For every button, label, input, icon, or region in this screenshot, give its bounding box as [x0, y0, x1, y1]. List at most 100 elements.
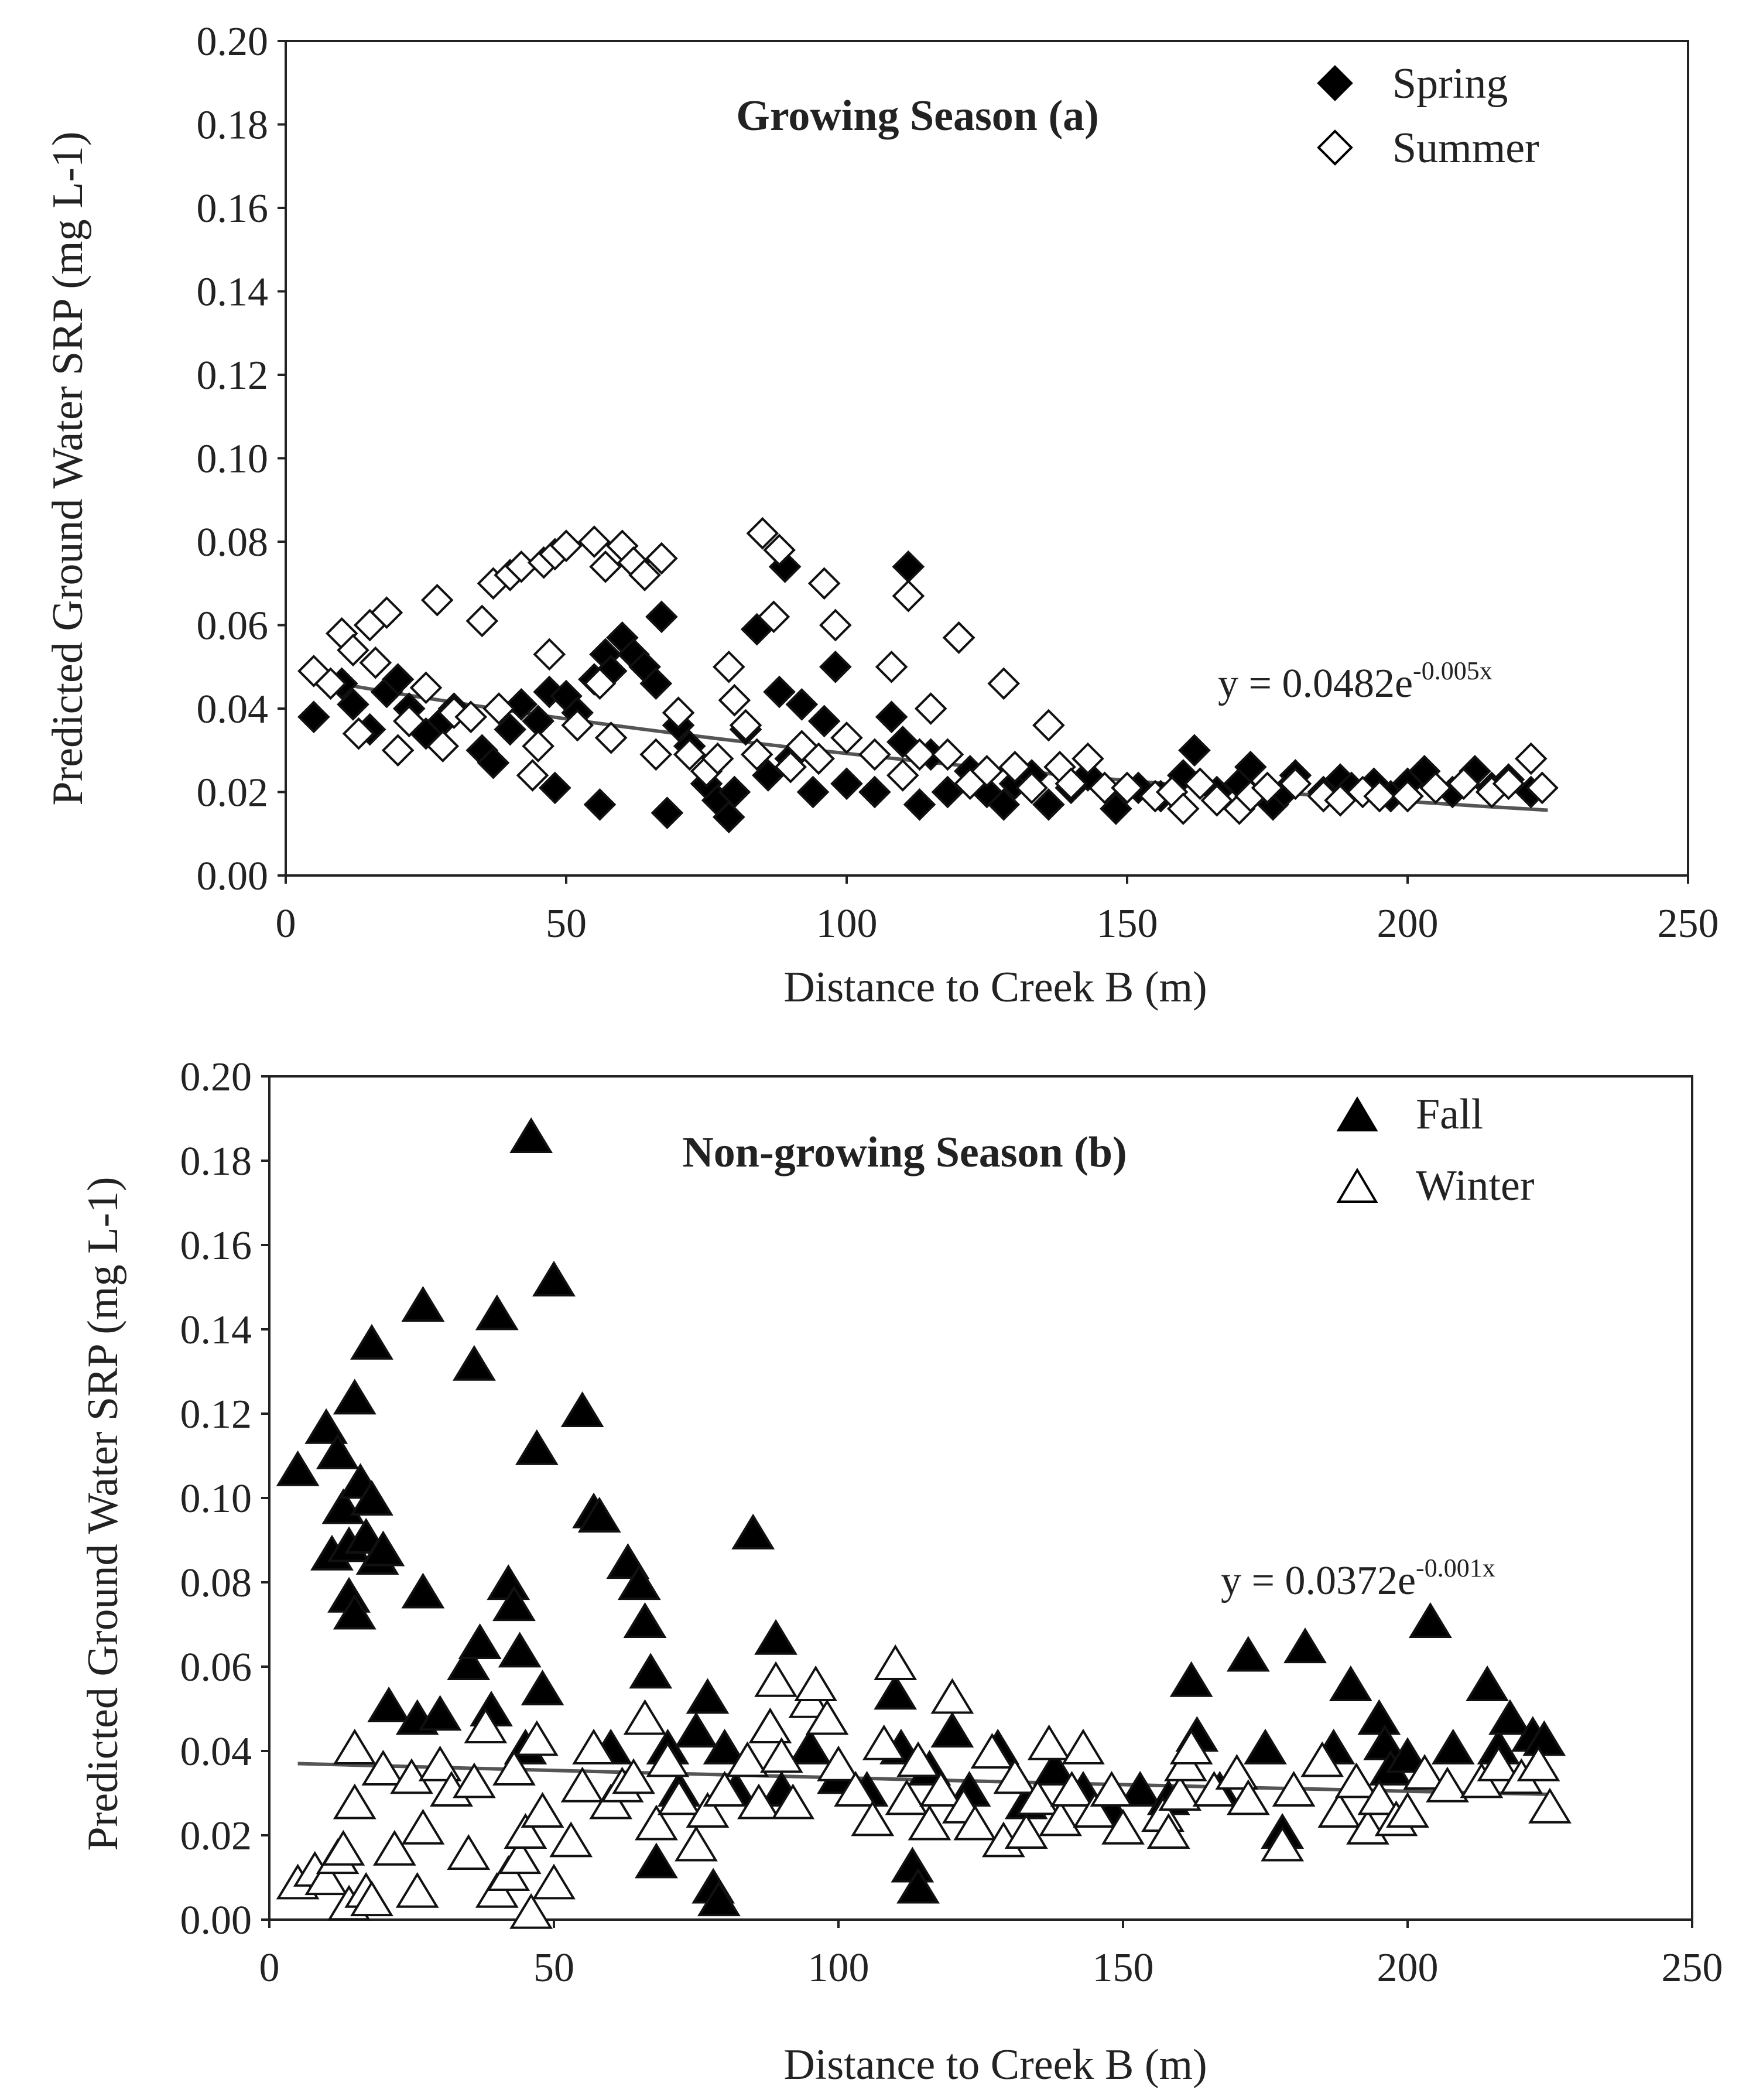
data-point-summer: [516, 759, 549, 792]
data-point-fall: [1118, 1770, 1162, 1807]
y-tick-label: 0.16: [197, 186, 269, 231]
data-point-fall: [458, 1623, 502, 1659]
data-point-summer: [807, 567, 841, 600]
data-point-winter: [401, 1808, 445, 1845]
data-point-summer: [903, 738, 936, 771]
data-point-winter: [885, 1779, 929, 1815]
data-point-fall: [635, 1842, 678, 1879]
data-point-summer: [819, 608, 852, 642]
data-point-summer: [774, 750, 807, 784]
data-point-summer: [426, 730, 460, 762]
data-point-spring: [651, 796, 684, 829]
data-point-winter: [919, 1770, 963, 1807]
data-point-summer: [987, 667, 1021, 700]
data-point-summer: [533, 638, 566, 671]
data-point-spring: [712, 801, 745, 834]
legend: Fall Winter: [1336, 1090, 1535, 1210]
y-tick-label: 0.20: [197, 19, 269, 64]
legend-marker-summer: [1317, 129, 1353, 166]
x-axis-ticks: 0 50 100 150 200 250: [259, 1920, 1723, 1990]
data-point-winter: [1357, 1779, 1401, 1815]
data-point-summer: [1492, 767, 1525, 801]
data-point-fall: [629, 1653, 673, 1689]
data-point-fall: [492, 1585, 536, 1622]
data-point-summer: [712, 650, 745, 683]
data-point-summer: [931, 738, 964, 771]
data-point-winter: [1516, 1745, 1560, 1781]
legend-label-summer: Summer: [1392, 124, 1539, 172]
data-point-winter: [361, 1749, 405, 1786]
data-point-spring: [785, 688, 819, 721]
data-point-fall: [577, 1496, 621, 1533]
y-tick-label: 0.04: [197, 687, 269, 732]
data-point-fall: [896, 1868, 940, 1904]
x-axis-label: Distance to Creek B (m): [783, 963, 1207, 1011]
data-point-winter: [1169, 1728, 1213, 1764]
data-point-winter: [532, 1863, 576, 1900]
data-point-fall: [1431, 1728, 1475, 1764]
data-point-spring: [763, 675, 796, 709]
data-point-fall: [401, 1285, 445, 1322]
data-point-fall: [703, 1728, 747, 1764]
y-tick-label: 0.02: [197, 771, 269, 816]
data-point-winter: [418, 1745, 462, 1781]
data-point-summer: [858, 738, 891, 771]
data-point-spring: [796, 775, 830, 809]
equation-base: y = 0.0372e: [1221, 1558, 1416, 1603]
data-point-fall: [447, 1644, 491, 1680]
data-points: [297, 517, 1559, 834]
data-point-fall: [1244, 1728, 1287, 1764]
x-tick-label: 250: [1658, 901, 1719, 946]
data-point-fall: [276, 1450, 320, 1486]
data-point-spring: [337, 688, 369, 721]
data-points: [276, 1117, 1572, 1929]
data-point-spring: [892, 550, 925, 583]
data-point-fall: [333, 1593, 376, 1630]
data-point-summer: [381, 734, 415, 767]
data-point-spring: [639, 667, 673, 700]
data-point-summer: [550, 529, 583, 562]
data-point-winter: [333, 1728, 376, 1764]
data-point-fall: [930, 1712, 974, 1748]
data-point-fall: [316, 1433, 360, 1469]
y-tick-label: 0.02: [180, 1814, 252, 1859]
data-point-winter: [834, 1770, 878, 1807]
data-point-winter: [703, 1770, 747, 1807]
data-point-summer: [359, 646, 392, 679]
data-point-fall: [1363, 1724, 1407, 1760]
data-point-summer: [1032, 709, 1065, 742]
data-point-winter: [970, 1733, 1014, 1769]
data-point-fall: [697, 1880, 741, 1917]
data-point-winter: [1403, 1754, 1447, 1790]
data-point-winter: [759, 1737, 803, 1773]
data-point-fall: [498, 1632, 542, 1668]
legend-label-winter: Winter: [1416, 1162, 1535, 1210]
data-point-winter: [304, 1859, 348, 1896]
data-point-winter: [953, 1804, 997, 1841]
data-point-winter: [333, 1783, 376, 1819]
data-point-summer: [718, 683, 751, 717]
data-point-winter: [930, 1678, 974, 1714]
data-point-fall: [874, 1674, 918, 1710]
data-point-summer: [342, 717, 375, 750]
trendline-equation: y = 0.0482e-0.005x: [1218, 656, 1492, 706]
data-point-winter: [1090, 1770, 1134, 1807]
data-point-spring: [505, 688, 538, 721]
data-point-summer: [875, 650, 908, 683]
legend-marker-spring: [1317, 65, 1353, 101]
data-point-summer: [1514, 742, 1548, 775]
data-point-fall: [1522, 1720, 1566, 1756]
data-point-winter: [1528, 1787, 1572, 1824]
data-point-winter: [623, 1699, 667, 1735]
data-point-winter: [646, 1741, 690, 1777]
data-point-spring: [807, 704, 841, 738]
data-point-fall: [1466, 1665, 1509, 1701]
data-point-fall: [675, 1712, 718, 1748]
legend: Spring Summer: [1317, 60, 1539, 172]
data-point-summer: [465, 604, 499, 638]
data-point-fall: [1357, 1699, 1401, 1735]
x-tick-label: 50: [533, 1945, 574, 1990]
data-point-winter: [1146, 1812, 1190, 1849]
data-point-winter: [453, 1762, 496, 1798]
equation-base: y = 0.0482e: [1218, 661, 1413, 706]
